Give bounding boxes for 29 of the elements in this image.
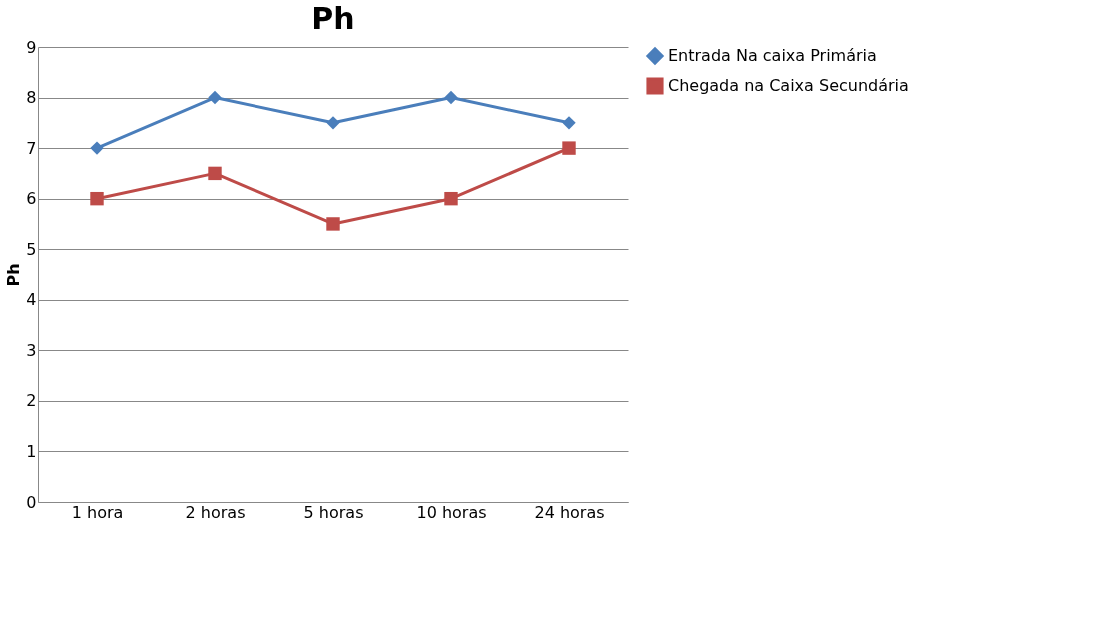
y-tick-label: 5	[26, 239, 37, 259]
y-tick-label: 0	[26, 492, 37, 512]
x-tick-label: 10 horas	[416, 502, 487, 522]
point	[326, 116, 340, 130]
x-tick-label: 24 horas	[534, 502, 605, 522]
y-tick-label: 2	[26, 391, 37, 411]
legend-label: Chegada na Caixa Secundária	[668, 76, 909, 95]
chart-title: Ph	[311, 1, 355, 36]
x-tick-label: 1 hora	[71, 502, 124, 522]
point	[326, 217, 340, 231]
y-axis-title: Ph	[4, 263, 24, 287]
point	[90, 141, 104, 155]
point	[562, 116, 576, 130]
x-tick-label: 2 horas	[185, 502, 246, 522]
y-tick-label: 3	[26, 340, 37, 360]
y-tick-label: 4	[26, 290, 37, 310]
point	[444, 191, 458, 206]
point	[208, 166, 222, 181]
x-tick-label: 5 horas	[303, 502, 364, 522]
point	[90, 191, 104, 206]
legend-label: Entrada Na caixa Primária	[668, 46, 877, 65]
point	[562, 141, 576, 155]
y-tick-label: 8	[26, 88, 37, 108]
point	[208, 90, 222, 105]
y-tick-label: 1	[26, 441, 37, 461]
y-tick-label: 6	[26, 189, 37, 209]
y-tick-label: 7	[26, 138, 37, 158]
y-tick-label: 9	[26, 37, 37, 57]
point	[444, 90, 458, 105]
